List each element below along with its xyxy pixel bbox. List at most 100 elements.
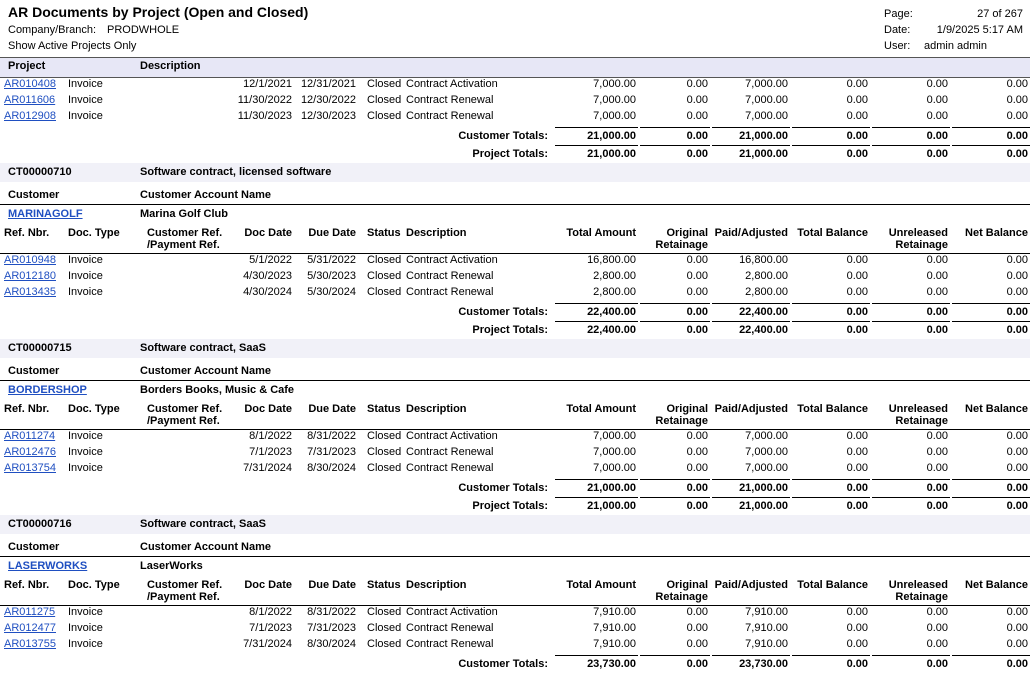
column-header: Net Balance (965, 579, 1028, 591)
cell-doc-date: 7/1/2023 (249, 622, 292, 634)
customer-totals-amount: 21,000.00 (587, 130, 636, 142)
cell-type: Invoice (68, 254, 103, 266)
rule (712, 303, 790, 304)
cell-amount: 0.00 (846, 638, 868, 650)
project-band (0, 339, 1030, 358)
cell-doc-date: 8/1/2022 (249, 606, 292, 618)
project-totals-amount: 0.00 (686, 324, 708, 336)
company-value: PRODWHOLE (107, 24, 180, 36)
cell-amount: 0.00 (686, 286, 708, 298)
column-header: Original (666, 227, 708, 239)
cell-due-date: 7/31/2023 (307, 446, 356, 458)
band-description: Description (140, 60, 201, 72)
ref-link[interactable]: AR012477 (4, 622, 56, 634)
customer-link[interactable]: MARINAGOLF (8, 208, 83, 220)
project-totals-label: Project Totals: (472, 324, 548, 336)
cell-amount: 0.00 (926, 446, 948, 458)
rule (555, 321, 638, 322)
ref-link[interactable]: AR012180 (4, 270, 56, 282)
ref-link[interactable]: AR011606 (4, 94, 56, 106)
customer-totals-amount: 21,000.00 (739, 482, 788, 494)
project-description: Software contract, licensed software (140, 166, 332, 178)
user-value: admin admin (924, 40, 987, 52)
cell-amount: 7,910.00 (593, 622, 636, 634)
ref-link[interactable]: AR013754 (4, 462, 56, 474)
page-value: 27 of 267 (977, 8, 1023, 20)
column-header: Unreleased (888, 579, 948, 591)
ref-link[interactable]: AR011274 (4, 430, 56, 442)
rule (640, 321, 710, 322)
column-header: Retainage (895, 239, 948, 251)
cell-amount: 7,000.00 (593, 110, 636, 122)
customer-totals-amount: 0.00 (686, 130, 708, 142)
customer-totals-amount: 0.00 (846, 658, 868, 670)
customer-totals-amount: 0.00 (926, 130, 948, 142)
project-totals-amount: 0.00 (1006, 148, 1028, 160)
cell-status: Closed (367, 430, 402, 442)
cell-due-date: 7/31/2023 (307, 622, 356, 634)
rule (0, 556, 1030, 557)
ref-link[interactable]: AR013435 (4, 286, 56, 298)
column-header: Status (367, 579, 401, 591)
customer-label: Customer (8, 189, 60, 201)
rule (712, 321, 790, 322)
project-totals-amount: 0.00 (846, 148, 868, 160)
ref-link[interactable]: AR011275 (4, 606, 56, 618)
page-label: Page: (884, 8, 913, 20)
cell-status: Closed (367, 462, 402, 474)
cell-amount: 0.00 (846, 430, 868, 442)
customer-link[interactable]: BORDERSHOP (8, 384, 87, 396)
cell-description: Contract Activation (406, 78, 498, 90)
customer-name: Borders Books, Music & Cafe (140, 384, 295, 396)
rule (872, 303, 950, 304)
column-header: Paid/Adjusted (714, 227, 788, 239)
cell-amount: 7,000.00 (593, 462, 636, 474)
cell-amount: 7,000.00 (593, 446, 636, 458)
cell-amount: 0.00 (926, 286, 948, 298)
project-totals-amount: 0.00 (686, 148, 708, 160)
customer-totals-label: Customer Totals: (458, 306, 548, 318)
cell-amount: 16,800.00 (587, 254, 636, 266)
column-header: Total Balance (797, 227, 868, 239)
project-totals-amount: 22,400.00 (739, 324, 788, 336)
customer-link[interactable]: LASERWORKS (8, 560, 88, 572)
project-totals-amount: 21,000.00 (587, 148, 636, 160)
ref-link[interactable]: AR010408 (4, 78, 56, 90)
rule (952, 321, 1030, 322)
cell-due-date: 12/30/2022 (300, 94, 356, 106)
cell-due-date: 8/31/2022 (307, 430, 356, 442)
cell-amount: 0.00 (686, 110, 708, 122)
cell-amount: 0.00 (1006, 446, 1028, 458)
customer-totals-amount: 0.00 (846, 306, 868, 318)
ref-link[interactable]: AR012476 (4, 446, 56, 458)
column-header: Doc Date (244, 227, 292, 239)
customer-name-label: Customer Account Name (140, 365, 272, 377)
rule (0, 204, 1030, 205)
rule (0, 253, 1030, 254)
customer-totals-amount: 0.00 (846, 130, 868, 142)
ref-link[interactable]: AR012908 (4, 110, 56, 122)
customer-name-label: Customer Account Name (140, 189, 272, 201)
ref-link[interactable]: AR010948 (4, 254, 56, 266)
cell-amount: 0.00 (926, 606, 948, 618)
cell-amount: 0.00 (1006, 606, 1028, 618)
ref-link[interactable]: AR013755 (4, 638, 56, 650)
cell-amount: 0.00 (686, 606, 708, 618)
project-totals-amount: 0.00 (846, 500, 868, 512)
column-header: Retainage (895, 415, 948, 427)
column-header: /Payment Ref. (147, 591, 220, 603)
customer-name-label: Customer Account Name (140, 541, 272, 553)
customer-totals-amount: 21,000.00 (587, 482, 636, 494)
cell-amount: 0.00 (1006, 622, 1028, 634)
cell-due-date: 5/30/2023 (307, 270, 356, 282)
customer-totals-label: Customer Totals: (458, 658, 548, 670)
cell-type: Invoice (68, 94, 103, 106)
column-header: Description (406, 579, 467, 591)
cell-amount: 2,800.00 (745, 286, 788, 298)
rule (0, 429, 1030, 430)
cell-description: Contract Activation (406, 606, 498, 618)
column-header: Retainage (655, 239, 708, 251)
cell-due-date: 12/31/2021 (300, 78, 356, 90)
column-header: Doc. Type (68, 227, 120, 239)
cell-amount: 0.00 (846, 446, 868, 458)
